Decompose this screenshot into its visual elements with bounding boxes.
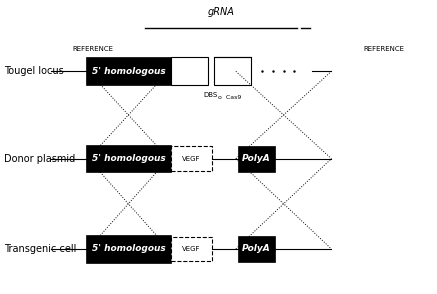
Text: Tougel locus: Tougel locus <box>3 66 63 76</box>
Text: REFERENCE: REFERENCE <box>363 46 404 52</box>
Text: Transgenic cell: Transgenic cell <box>3 244 76 254</box>
Bar <box>238 236 275 262</box>
Bar <box>171 237 212 261</box>
Text: PolyA: PolyA <box>242 154 271 163</box>
Text: o  Cas9: o Cas9 <box>218 95 241 100</box>
Bar <box>86 57 171 85</box>
Text: VEGF: VEGF <box>182 156 201 162</box>
Text: 5' homologous: 5' homologous <box>91 244 165 253</box>
Text: 5' homologous: 5' homologous <box>91 67 165 76</box>
Bar <box>171 57 208 85</box>
Text: REFERENCE: REFERENCE <box>72 46 113 52</box>
Text: PolyA: PolyA <box>242 244 271 253</box>
Bar <box>86 235 171 263</box>
Bar <box>171 146 212 171</box>
Text: Donor plasmid: Donor plasmid <box>3 154 75 164</box>
Text: DBS: DBS <box>204 92 218 98</box>
Text: VEGF: VEGF <box>182 246 201 252</box>
Bar <box>238 146 275 172</box>
Bar <box>214 57 251 85</box>
Text: gRNA: gRNA <box>207 7 234 17</box>
Bar <box>86 145 171 173</box>
Text: 5' homologous: 5' homologous <box>91 154 165 163</box>
